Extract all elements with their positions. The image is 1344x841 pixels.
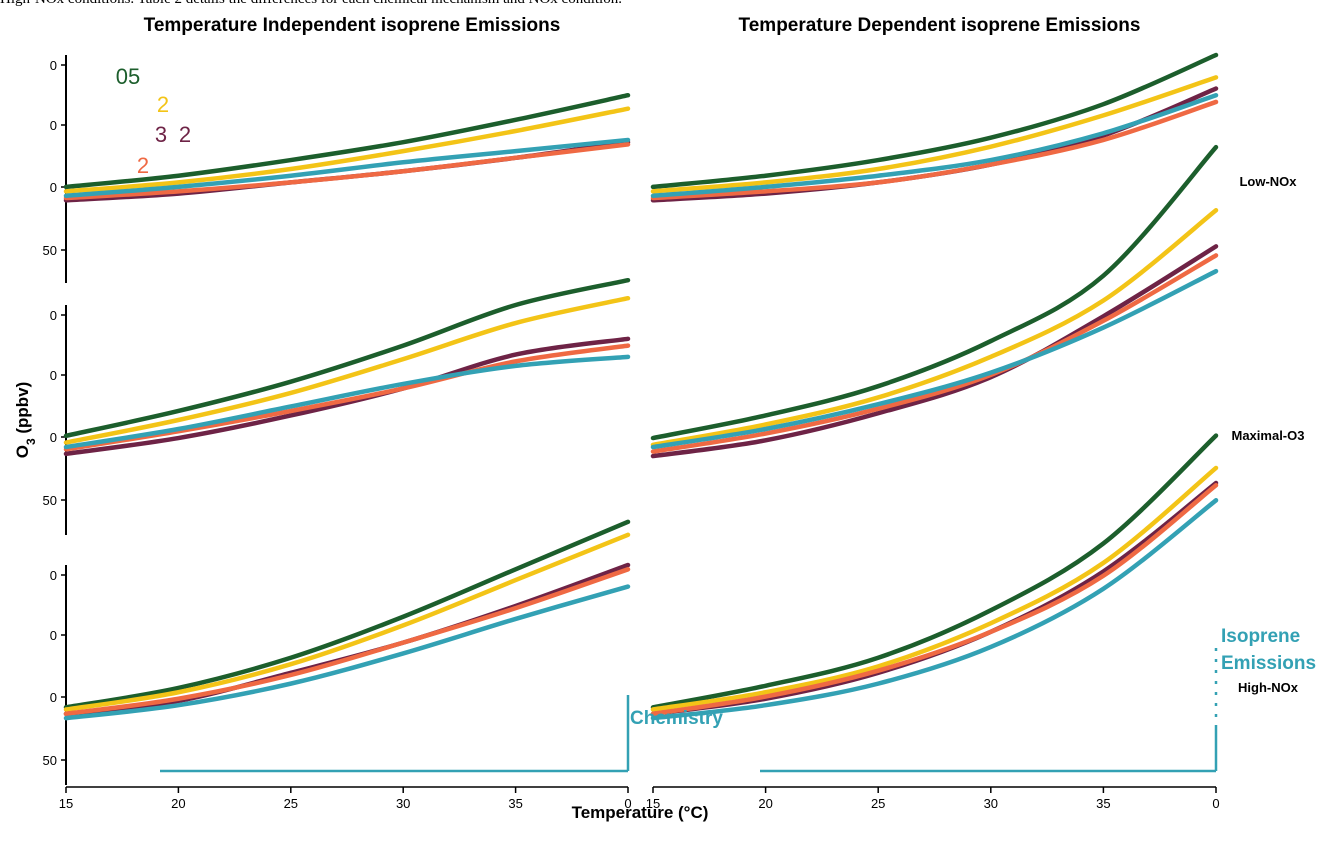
column-title-1: Temperature Independent isoprene Emissio… bbox=[144, 15, 561, 36]
legend-label: 2 bbox=[179, 122, 191, 147]
series-line-maximal-o3-1-1 bbox=[63, 277, 631, 439]
series-line-low-nox-1-1 bbox=[63, 92, 631, 190]
x-tick-label: 0 bbox=[624, 796, 631, 811]
x-tick-label: 25 bbox=[284, 796, 298, 811]
y-tick-label: 0 bbox=[50, 430, 57, 445]
row-label-maximal-o3: Maximal-O3 bbox=[1232, 428, 1305, 443]
series-line-low-nox-1-4 bbox=[63, 142, 631, 201]
y-tick-label: 0 bbox=[50, 58, 57, 73]
series-line-high-nox-2-2 bbox=[650, 465, 1219, 712]
x-tick-label: 25 bbox=[871, 796, 885, 811]
x-tick-label: 15 bbox=[646, 796, 660, 811]
annotation-chemistry: Chemistry bbox=[630, 708, 723, 729]
y-tick-label: 50 bbox=[43, 753, 57, 768]
series-line-high-nox-1-4 bbox=[63, 567, 631, 717]
row-label-high-nox: High-NOx bbox=[1238, 680, 1299, 695]
series-line-low-nox-2-5 bbox=[650, 92, 1219, 199]
series-line-low-nox-2-2 bbox=[650, 75, 1219, 194]
x-tick-label: 20 bbox=[758, 796, 772, 811]
series-line-high-nox-1-1 bbox=[63, 519, 631, 710]
y-tick-label: 0 bbox=[50, 308, 57, 323]
y-tick-label: 0 bbox=[50, 568, 57, 583]
series-line-high-nox-2-4 bbox=[650, 482, 1219, 717]
legend-label: 2 bbox=[137, 153, 149, 178]
series-line-high-nox-2-1 bbox=[650, 433, 1219, 710]
y-tick-label: 0 bbox=[50, 368, 57, 383]
series-line-low-nox-2-1 bbox=[650, 52, 1219, 190]
y-tick-label: 0 bbox=[50, 690, 57, 705]
x-tick-label: 30 bbox=[984, 796, 998, 811]
series-line-high-nox-2-5 bbox=[650, 498, 1219, 721]
annotation-emissions: Emissions bbox=[1221, 653, 1316, 674]
y-tick-label: 50 bbox=[43, 243, 57, 258]
series-line-low-nox-2-4 bbox=[650, 99, 1219, 201]
x-tick-label: 20 bbox=[171, 796, 185, 811]
row-label-low-nox: Low-NOx bbox=[1239, 174, 1297, 189]
series-line-maximal-o3-1-3 bbox=[63, 336, 631, 457]
figure-caption: High-NOx conditions. Table 2 details the… bbox=[0, 0, 622, 8]
legend-label: 2 bbox=[157, 92, 169, 117]
annotation-isoprene: Isoprene bbox=[1221, 626, 1300, 647]
y-tick-label: 50 bbox=[43, 493, 57, 508]
series-line-low-nox-1-2 bbox=[63, 106, 631, 194]
legend-label: 3 bbox=[155, 122, 167, 147]
x-tick-label: 35 bbox=[1096, 796, 1110, 811]
x-axis-title: Temperature (°C) bbox=[572, 803, 709, 822]
series-line-maximal-o3-2-4 bbox=[650, 253, 1219, 454]
series-line-maximal-o3-2-5 bbox=[650, 268, 1219, 450]
series-line-maximal-o3-2-3 bbox=[650, 244, 1219, 459]
y-tick-label: 0 bbox=[50, 118, 57, 133]
x-tick-label: 35 bbox=[508, 796, 522, 811]
y-axis-title: O3 (ppbv) bbox=[13, 382, 38, 459]
y-tick-label: 0 bbox=[50, 628, 57, 643]
series-line-maximal-o3-1-2 bbox=[63, 295, 631, 445]
column-title-2: Temperature Dependent isoprene Emissions bbox=[739, 15, 1141, 36]
legend-label: 05 bbox=[116, 64, 140, 89]
x-tick-label: 0 bbox=[1212, 796, 1219, 811]
series-line-maximal-o3-1-5 bbox=[63, 354, 631, 450]
series-line-high-nox-1-2 bbox=[63, 532, 631, 712]
series-line-high-nox-1-5 bbox=[63, 584, 631, 721]
x-tick-label: 15 bbox=[59, 796, 73, 811]
series-line-maximal-o3-2-1 bbox=[650, 144, 1219, 441]
y-tick-label: 0 bbox=[50, 180, 57, 195]
x-tick-label: 30 bbox=[396, 796, 410, 811]
series-line-low-nox-1-5 bbox=[63, 137, 631, 199]
series-line-maximal-o3-2-2 bbox=[650, 208, 1219, 448]
